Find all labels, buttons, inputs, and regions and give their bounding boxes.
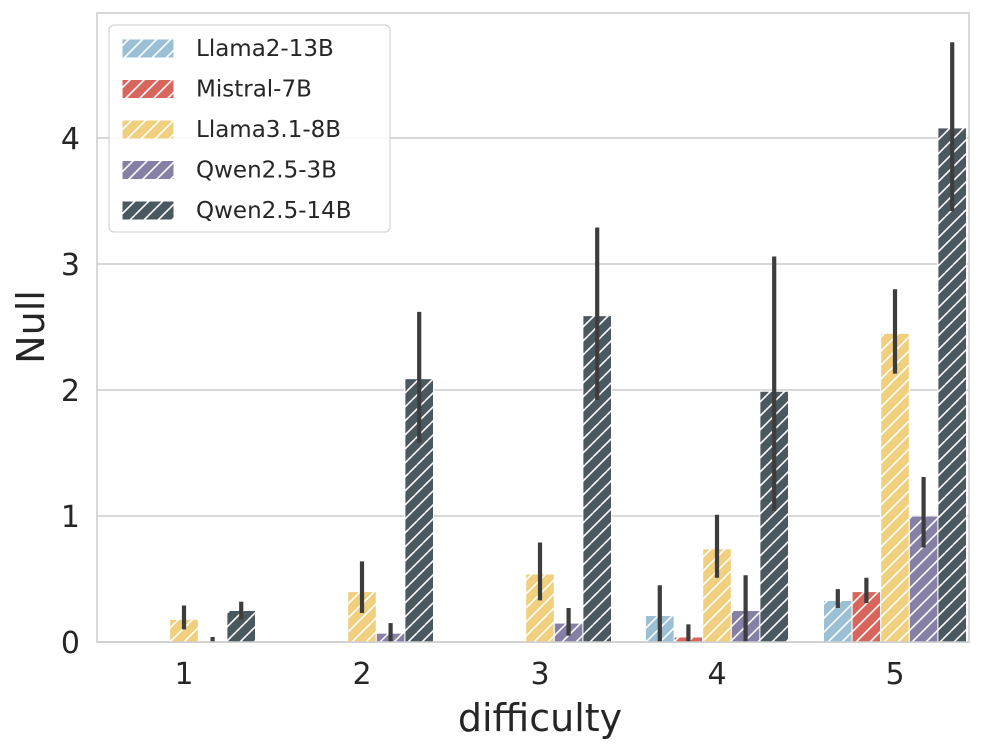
y-tick-label: 4: [61, 122, 80, 157]
legend-label: Mistral-7B: [196, 77, 312, 103]
y-tick-label: 1: [61, 500, 80, 535]
legend-swatch: [121, 79, 175, 99]
y-tick-label: 0: [61, 626, 80, 661]
y-tick-label: 3: [61, 248, 80, 283]
legend-swatch: [121, 119, 175, 140]
legend-label: Qwen2.5-3B: [196, 158, 337, 184]
legend: Llama2-13B Mistral-7B Llama3.1-8B Qwen2.5-3…: [108, 24, 391, 233]
legend-frame: [108, 24, 391, 233]
legend-label: Llama2-13B: [196, 36, 334, 62]
legend-label: Qwen2.5-14B: [196, 198, 352, 224]
legend-label: Llama3.1-8B: [196, 117, 341, 143]
legend-swatch: [121, 38, 175, 59]
x-tick-label: 2: [352, 657, 371, 692]
legend-swatch: [121, 160, 175, 180]
bar-llama3-1-8b-5: [880, 332, 910, 643]
y-tick-label: 2: [61, 374, 80, 409]
bar-qwen2-5-14b-5: [937, 127, 968, 643]
x-tick-label: 1: [174, 657, 193, 692]
x-axis-label: difficulty: [458, 696, 622, 740]
legend-swatch: [121, 200, 175, 221]
plot-frame: [96, 12, 970, 643]
x-tick-label: 3: [530, 657, 549, 692]
y-axis-label: Null: [9, 290, 53, 364]
x-tick-label: 4: [707, 657, 726, 692]
x-tick-label: 5: [885, 657, 904, 692]
